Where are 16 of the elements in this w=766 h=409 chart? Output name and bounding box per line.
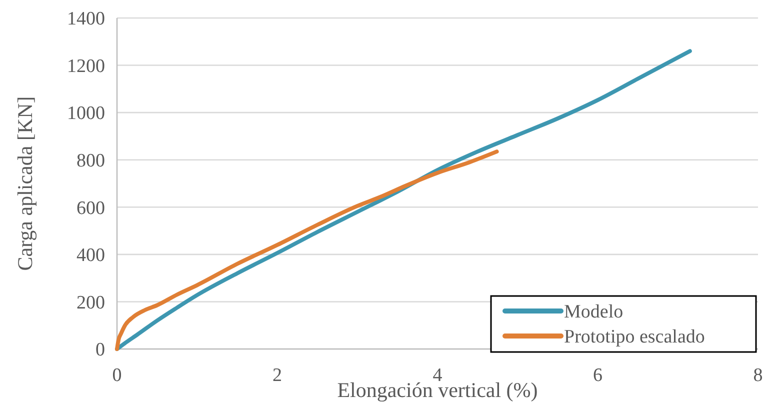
y-tick-label: 400 [76, 245, 105, 266]
x-tick-label: 0 [112, 365, 122, 386]
y-tick-label: 600 [76, 198, 105, 219]
legend-label: Modelo [564, 302, 624, 323]
y-tick-label: 800 [76, 150, 105, 172]
legend-label: Prototipo escalado [564, 326, 705, 348]
line-series [115, 150, 499, 351]
x-tick-label: 2 [272, 365, 282, 386]
x-tick-label: 8 [753, 365, 763, 386]
y-tick-label: 1400 [67, 8, 105, 30]
y-axis-title: Carga aplicada [KN] [13, 96, 37, 271]
y-tick-label: 200 [76, 292, 105, 314]
y-tick-label: 1200 [67, 56, 105, 77]
x-tick-label: 6 [593, 365, 602, 386]
y-tick-label: 1000 [67, 103, 105, 124]
y-tick-label: 0 [96, 340, 105, 361]
